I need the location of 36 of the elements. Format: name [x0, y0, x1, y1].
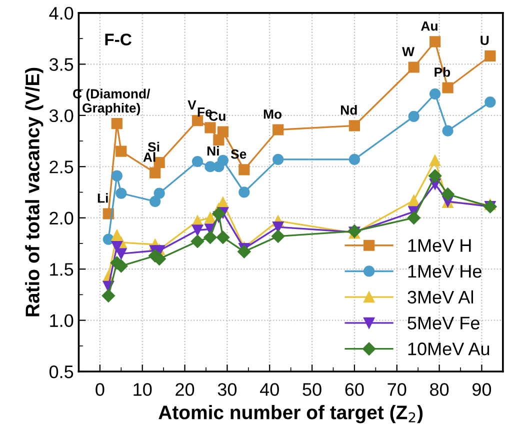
y-tick-label: 3.5 [49, 58, 74, 71]
y-tick-label: 3.0 [49, 109, 74, 122]
annotation: U [480, 36, 489, 46]
x-tick-label: 70 [388, 383, 406, 396]
annotation: F-C [105, 34, 132, 46]
y-tick-label: 1.5 [50, 263, 74, 276]
x-tick-label: 30 [218, 383, 237, 396]
x-tick-label: 40 [260, 383, 279, 396]
y-tick-label: 0.5 [49, 365, 74, 378]
y-tick-label: 1.0 [50, 314, 74, 328]
x-tick-label: 10 [134, 383, 152, 396]
annotation: V [188, 100, 196, 110]
y-tick-label: 2.0 [50, 212, 74, 225]
annotation: W [402, 47, 414, 56]
legend-label: 3MeV Al [408, 290, 474, 304]
legend-label: 5MeV Fe [408, 316, 480, 330]
annotation: Al [143, 152, 156, 162]
x-tick-label: 50 [302, 383, 322, 396]
annotation: Nd [340, 105, 357, 115]
x-tick-label: 60 [345, 383, 364, 396]
legend-label: 1MeV H [408, 239, 471, 252]
legend-label: 10MeV Au [408, 342, 490, 356]
y-tick-label: 4.0 [49, 6, 74, 20]
annotation: Au [421, 21, 438, 31]
x-tick-label: 80 [430, 383, 449, 396]
x-axis-title: Atomic number of target (Z$_{2}$) [158, 405, 423, 424]
annotation: Si [148, 142, 160, 152]
annotation: Mo [264, 110, 282, 119]
x-tick-label: 90 [472, 383, 492, 396]
y-tick-label: 2.5 [50, 160, 74, 174]
annotation: Li [98, 193, 108, 203]
x-tick-label: 0 [96, 383, 104, 396]
annotation: Ni [207, 146, 219, 156]
legend-label: 1MeV He [408, 265, 482, 278]
y-axis-title: Ratio of total vacancy (V/E) [25, 68, 44, 316]
x-tick-label: 20 [176, 383, 194, 396]
